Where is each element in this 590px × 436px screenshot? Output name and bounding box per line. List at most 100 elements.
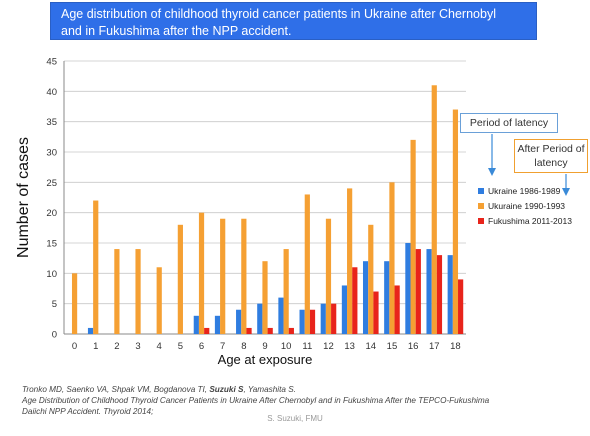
bar-1-12 (325, 218, 332, 334)
bar-0-8 (236, 309, 242, 334)
y-tick-label: 40 (46, 87, 57, 98)
bar-0-13 (341, 285, 348, 334)
bar-1-15 (389, 182, 395, 334)
citation-authors: Tronko MD, Saenko VA, Shpak VM, Bogdanov… (22, 384, 582, 395)
citation-authors-bold: Suzuki S (209, 385, 244, 394)
bar-0-14 (362, 261, 369, 334)
x-tick-label: 5 (178, 341, 183, 352)
bar-1-11 (304, 194, 310, 334)
bar-1-1 (93, 200, 99, 334)
x-tick-label: 7 (220, 341, 225, 352)
bar-1-5 (177, 224, 183, 334)
bar-0-17 (426, 249, 432, 334)
bar-0-9 (257, 303, 263, 334)
x-tick-label: 14 (366, 341, 377, 352)
x-tick-label: 9 (262, 341, 267, 352)
citation-authors-post: , Yamashita S. (243, 385, 296, 394)
y-tick-label: 0 (52, 330, 57, 341)
footer-credit: S. Suzuki, FMU (267, 414, 323, 423)
bar-2-12 (331, 303, 337, 334)
bar-1-17 (431, 85, 437, 335)
citation: Tronko MD, Saenko VA, Shpak VM, Bogdanov… (22, 384, 582, 417)
bar-0-11 (299, 309, 305, 334)
y-tick-label: 10 (46, 269, 57, 280)
title-line-2: and in Fukushima after the NPP accident. (61, 24, 292, 38)
y-axis-title: Number of cases (15, 137, 32, 258)
y-tick-label: 15 (46, 239, 57, 250)
bar-1-14 (368, 224, 374, 334)
after-latency-label: After Period of latency (517, 143, 585, 169)
bar-0-6 (193, 315, 199, 334)
citation-authors-pre: Tronko MD, Saenko VA, Shpak VM, Bogdanov… (22, 385, 210, 394)
bar-2-14 (373, 291, 379, 334)
legend-item-ukraine-1986: Ukraine 1986-1989 (478, 183, 572, 198)
after-latency-callout: After Period of latency (514, 139, 588, 173)
x-tick-label: 1 (93, 341, 98, 352)
x-axis-title: Age at exposure (218, 352, 313, 367)
bar-1-0 (71, 273, 78, 334)
bar-2-10 (288, 327, 294, 334)
bar-0-10 (278, 297, 284, 334)
bar-1-3 (135, 249, 141, 334)
latency-callout: Period of latency (460, 113, 558, 133)
y-tick-label: 20 (46, 208, 57, 219)
legend-label: Ukuraine 1990-1993 (488, 200, 566, 211)
latency-label: Period of latency (469, 117, 549, 129)
legend-item-ukraine-1990: Ukuraine 1990-1993 (478, 198, 572, 213)
bar-1-4 (156, 267, 162, 334)
bar-1-7 (220, 218, 226, 334)
bar-1-8 (241, 218, 247, 334)
bar-2-9 (267, 327, 273, 334)
x-tick-label: 17 (429, 341, 440, 352)
bar-2-17 (436, 255, 443, 334)
bar-2-18 (458, 279, 464, 334)
bar-0-7 (214, 315, 221, 334)
legend-swatch (478, 217, 484, 224)
latency-arrow-head (488, 168, 496, 176)
after-latency-arrow-head (562, 188, 570, 196)
x-tick-label: 16 (408, 341, 419, 352)
bar-1-2 (114, 249, 120, 334)
bar-2-13 (352, 267, 358, 334)
y-tick-label: 5 (52, 299, 57, 310)
bar-2-6 (204, 327, 210, 334)
legend-item-fukushima: Fukushima 2011-2013 (478, 213, 572, 228)
x-tick-label: 0 (72, 341, 77, 352)
bar-1-13 (347, 188, 353, 334)
x-tick-label: 13 (344, 341, 355, 352)
bar-0-12 (320, 303, 326, 334)
x-tick-label: 11 (302, 341, 312, 352)
bar-1-18 (452, 109, 459, 335)
y-tick-label: 35 (46, 117, 57, 128)
legend-swatch (478, 202, 484, 209)
citation-title: Age Distribution of Childhood Thyroid Ca… (22, 396, 490, 405)
x-tick-label: 3 (135, 341, 140, 352)
x-tick-label: 6 (199, 341, 204, 352)
x-tick-label: 8 (241, 341, 246, 352)
bar-1-10 (283, 249, 289, 334)
bar-1-6 (198, 212, 205, 334)
bar-2-15 (394, 285, 400, 334)
x-tick-label: 18 (450, 341, 461, 352)
bar-1-16 (410, 139, 416, 334)
x-tick-label: 10 (281, 341, 292, 352)
y-tick-label: 25 (46, 178, 57, 189)
chart-legend: Ukraine 1986-1989 Ukuraine 1990-1993 Fuk… (478, 183, 572, 228)
bar-0-16 (405, 243, 411, 334)
bar-0-15 (384, 261, 390, 334)
chart-title: Age distribution of childhood thyroid ca… (50, 2, 537, 40)
y-tick-label: 45 (46, 57, 57, 68)
legend-label: Ukraine 1986-1989 (488, 185, 561, 196)
x-tick-label: 12 (323, 341, 334, 352)
citation-journal: Daiichi NPP Accident. Thyroid 2014; (22, 407, 154, 416)
bar-0-18 (447, 255, 453, 334)
x-tick-label: 15 (387, 341, 398, 352)
legend-label: Fukushima 2011-2013 (488, 215, 572, 226)
x-tick-label: 2 (114, 341, 119, 352)
y-tick-label: 30 (46, 148, 57, 159)
bar-2-8 (246, 327, 252, 334)
x-tick-label: 4 (157, 341, 162, 352)
legend-swatch (478, 187, 484, 194)
bar-0-1 (87, 327, 94, 334)
